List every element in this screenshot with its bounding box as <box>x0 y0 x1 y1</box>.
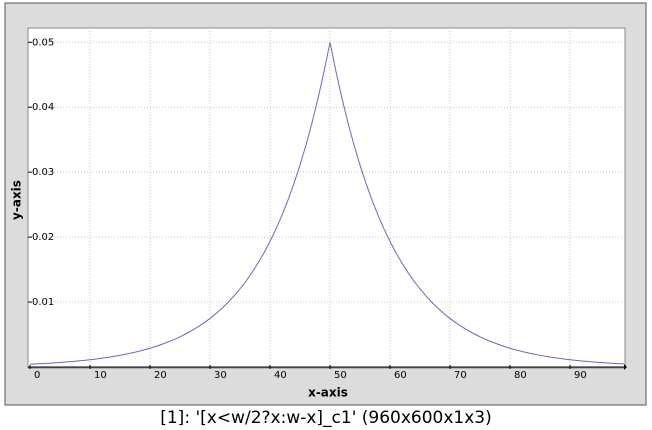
line-series <box>29 42 625 365</box>
x-tick-label: 40 <box>274 370 287 381</box>
caption: [1]: '[x<w/2?x:w-x]_c1' (960x600x1x3) <box>160 408 492 428</box>
x-axis-label: x-axis <box>308 386 348 400</box>
x-tick-label: 80 <box>514 370 527 381</box>
x-tick-label: 0 <box>34 370 40 381</box>
x-tick-label: 50 <box>334 370 347 381</box>
plot-area <box>27 27 626 369</box>
y-axis-label: y-axis <box>10 180 24 220</box>
x-tick-label: 30 <box>214 370 227 381</box>
x-tick-label: 90 <box>574 370 587 381</box>
y-tick-label: 0.03 <box>32 167 54 178</box>
y-tick-label: 0.05 <box>32 37 54 48</box>
x-tick-label: 60 <box>394 370 407 381</box>
x-tick-label: 10 <box>94 370 107 381</box>
x-tick-label: 70 <box>454 370 467 381</box>
y-tick-label: 0.01 <box>32 297 54 308</box>
y-tick-label: 0.02 <box>32 232 54 243</box>
x-axis-arrow <box>624 364 627 370</box>
x-tick-label: 20 <box>154 370 167 381</box>
y-tick-label: 0.04 <box>32 102 54 113</box>
